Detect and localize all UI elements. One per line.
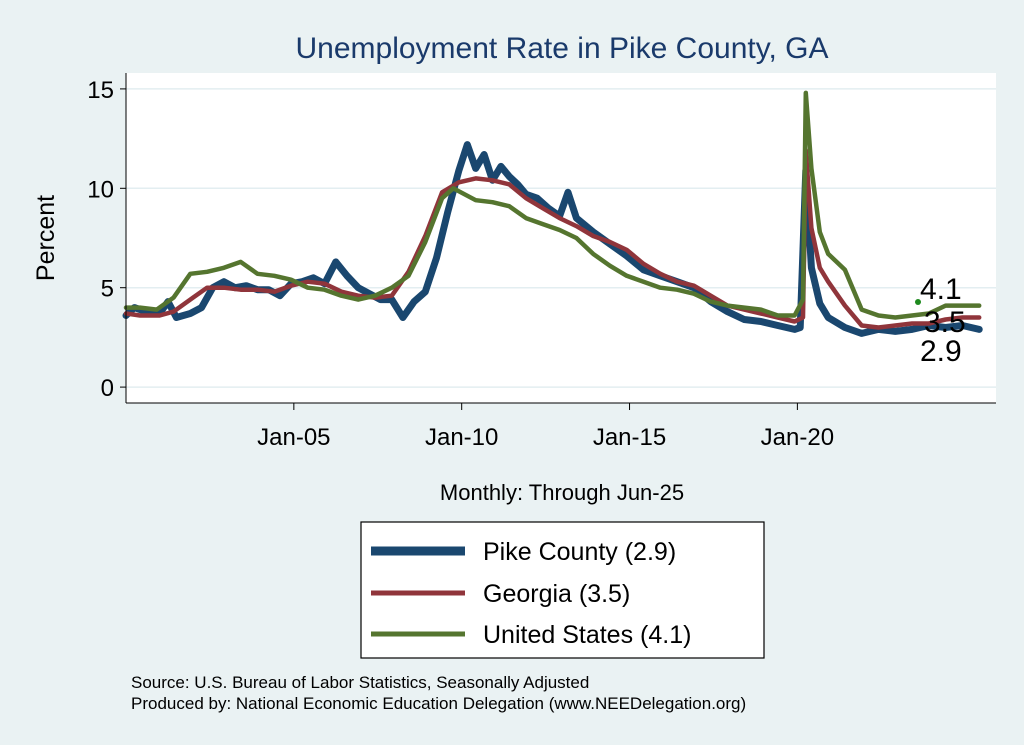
y-tick-label: 10 <box>87 176 114 203</box>
source-line: Source: U.S. Bureau of Labor Statistics,… <box>131 673 589 692</box>
series-line-us <box>123 90 982 320</box>
series-lines <box>122 90 983 337</box>
y-tick-label: 5 <box>101 276 114 303</box>
x-axis-label: Monthly: Through Jun-25 <box>440 480 684 505</box>
x-tick-label: Jan-10 <box>425 424 498 451</box>
end-label-us: 4.1 <box>920 273 962 306</box>
end-label-pike: 2.9 <box>920 335 962 368</box>
y-axis-ticks: 0 5 10 15 <box>87 77 126 402</box>
end-label-georgia: 3.5 <box>924 306 966 339</box>
y-tick-label: 0 <box>101 375 114 402</box>
legend: Pike County (2.9) Georgia (3.5) United S… <box>360 521 765 659</box>
y-axis-label: Percent <box>32 195 60 281</box>
y-tick-label: 15 <box>87 77 114 104</box>
series-line-georgia <box>123 148 982 330</box>
chart-title: Unemployment Rate in Pike County, GA <box>295 32 828 65</box>
legend-label-pike: Pike County (2.9) <box>483 538 676 566</box>
x-tick-label: Jan-15 <box>593 424 666 451</box>
x-axis-ticks: Jan-05 Jan-10 Jan-15 Jan-20 <box>257 403 834 451</box>
produced-by-line: Produced by: National Economic Education… <box>131 694 746 713</box>
x-tick-label: Jan-20 <box>761 424 834 451</box>
us-end-marker <box>915 299 921 305</box>
plot-area <box>126 73 996 403</box>
legend-label-georgia: Georgia (3.5) <box>483 580 630 608</box>
x-tick-label: Jan-05 <box>257 424 330 451</box>
legend-label-us: United States (4.1) <box>483 621 691 649</box>
